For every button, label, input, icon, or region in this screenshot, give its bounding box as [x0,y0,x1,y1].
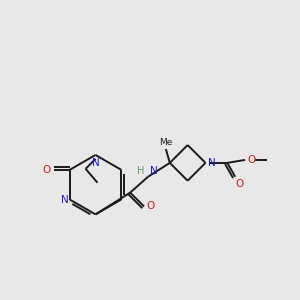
Text: N: N [208,158,215,168]
Text: H: H [137,166,144,176]
Text: N: N [61,194,69,205]
Text: O: O [247,155,255,165]
Text: O: O [235,179,243,189]
Text: N: N [92,158,99,168]
Text: O: O [147,202,155,212]
Text: O: O [43,165,51,175]
Text: N: N [150,166,158,176]
Text: Me: Me [159,138,172,147]
